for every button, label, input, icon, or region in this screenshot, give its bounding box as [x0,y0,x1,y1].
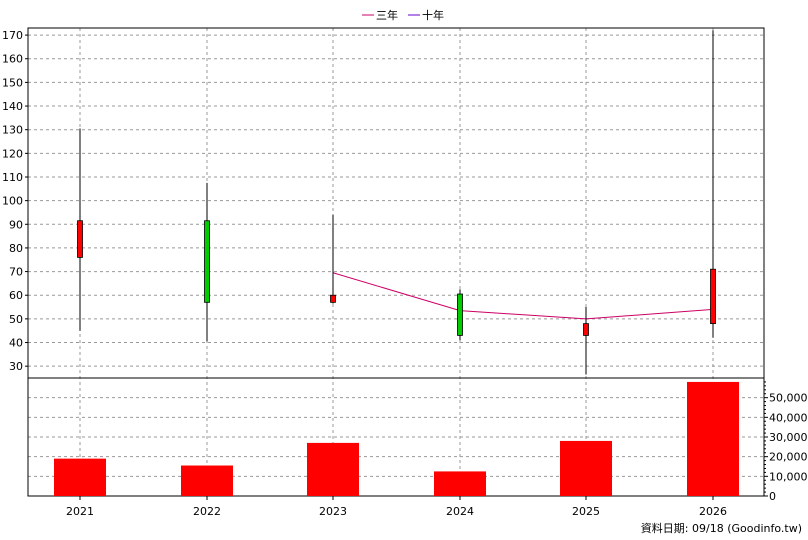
price-tick-label: 110 [2,171,23,184]
legend: 三年 十年 [362,8,444,22]
volume-bar-2023 [307,442,359,496]
x-axis: 2021 2022 2023 2024 2025 2026 [66,496,727,518]
volume-tick-label: 10,000 [769,470,808,483]
price-tick-label: 150 [2,76,23,89]
price-tick-label: 130 [2,124,23,137]
three-year-line [332,272,714,320]
candle-body-2021 [77,220,83,258]
three-year-polyline [332,272,714,320]
volume-bar-2022 [181,465,233,496]
volume-bars [54,381,739,496]
x-tick-label-2025: 2025 [572,505,600,518]
price-axis: 30 40 50 60 70 80 90 100 110 120 130 140 150 160 170 [2,29,28,373]
candles [77,30,716,375]
price-tick-label: 50 [9,313,23,326]
candle-body-2025 [583,323,589,336]
grid [28,28,764,496]
plot-frames [27,27,765,497]
price-tick-label: 80 [9,242,23,255]
volume-tick-label: 20,000 [769,451,808,464]
candle-body-2024 [457,293,463,336]
x-tick-label-2026: 2026 [699,505,727,518]
volume-bar-2025 [560,440,612,496]
volume-axis: 0 10,000 20,000 30,000 40,000 50,000 [764,381,808,503]
volume-tick-label: 40,000 [769,411,808,424]
volume-tick-label: 50,000 [769,392,808,405]
x-tick-label-2023: 2023 [319,505,347,518]
price-tick-label: 90 [9,218,23,231]
price-tick-label: 30 [9,360,23,373]
legend-label-0: 三年 [376,8,398,22]
volume-bar-2026 [687,381,739,496]
volume-tick-label: 30,000 [769,431,808,444]
x-tick-label-2024: 2024 [446,505,474,518]
candle-body-2022 [204,220,210,303]
price-tick-label: 70 [9,266,23,279]
price-tick-label: 60 [9,289,23,302]
x-tick-label-2022: 2022 [193,505,221,518]
candle-body-2026 [710,268,716,325]
price-tick-label: 120 [2,147,23,160]
data-date-footer: 資料日期: 09/18 (Goodinfo.tw) [641,521,802,535]
volume-bar-2024 [434,471,486,496]
price-tick-label: 40 [9,337,23,350]
price-tick-label: 160 [2,53,23,66]
candle-body-2023 [330,294,336,303]
plot-border [27,27,765,497]
price-tick-label: 140 [2,100,23,113]
volume-bar-2021 [54,458,106,496]
volume-tick-label: 0 [769,490,776,503]
price-tick-label: 170 [2,29,23,42]
price-tick-label: 100 [2,195,23,208]
x-tick-label-2021: 2021 [66,505,94,518]
legend-label-1: 十年 [422,8,444,22]
